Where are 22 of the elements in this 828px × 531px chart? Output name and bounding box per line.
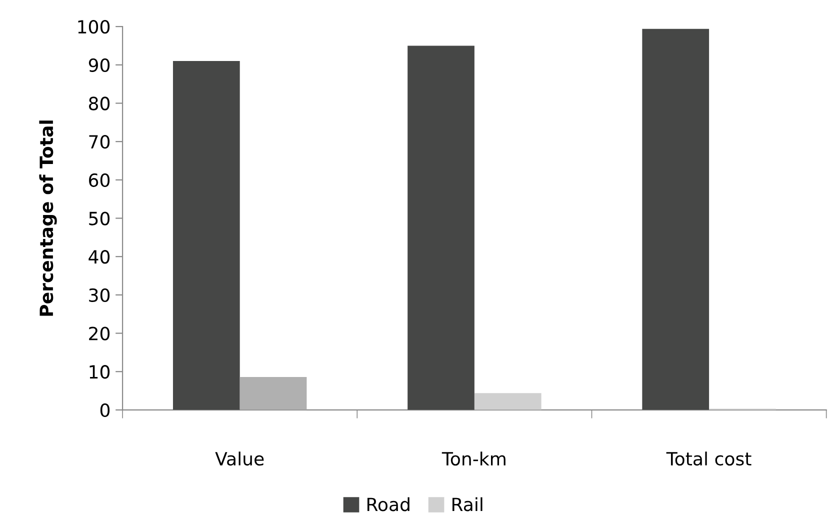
y-tick-label: 100 <box>78 20 110 34</box>
y-tick-label: 70 <box>89 135 110 149</box>
y-tick-label: 20 <box>89 326 110 340</box>
bar <box>474 393 542 410</box>
y-tick-label: 30 <box>89 288 110 302</box>
legend-label: Rail <box>452 497 482 512</box>
bar <box>240 376 307 410</box>
bar <box>642 28 710 410</box>
legend-label: Road <box>367 497 410 512</box>
y-axis-title: Percentage of Total <box>39 120 57 316</box>
y-tick-label: 10 <box>90 365 110 379</box>
y-tick-label: 50 <box>89 212 110 226</box>
y-tick-label: 0 <box>100 403 110 418</box>
y-tick-label: 80 <box>88 96 110 110</box>
y-tick-label: 60 <box>89 173 110 188</box>
bar <box>408 46 474 410</box>
bar <box>172 61 240 410</box>
y-tick-label: 90 <box>88 58 110 72</box>
x-tick-label: Ton-km <box>442 452 506 466</box>
x-tick-label: Value <box>215 452 264 466</box>
x-tick-label: Total cost <box>666 452 752 466</box>
y-tick-label: 40 <box>88 250 110 264</box>
